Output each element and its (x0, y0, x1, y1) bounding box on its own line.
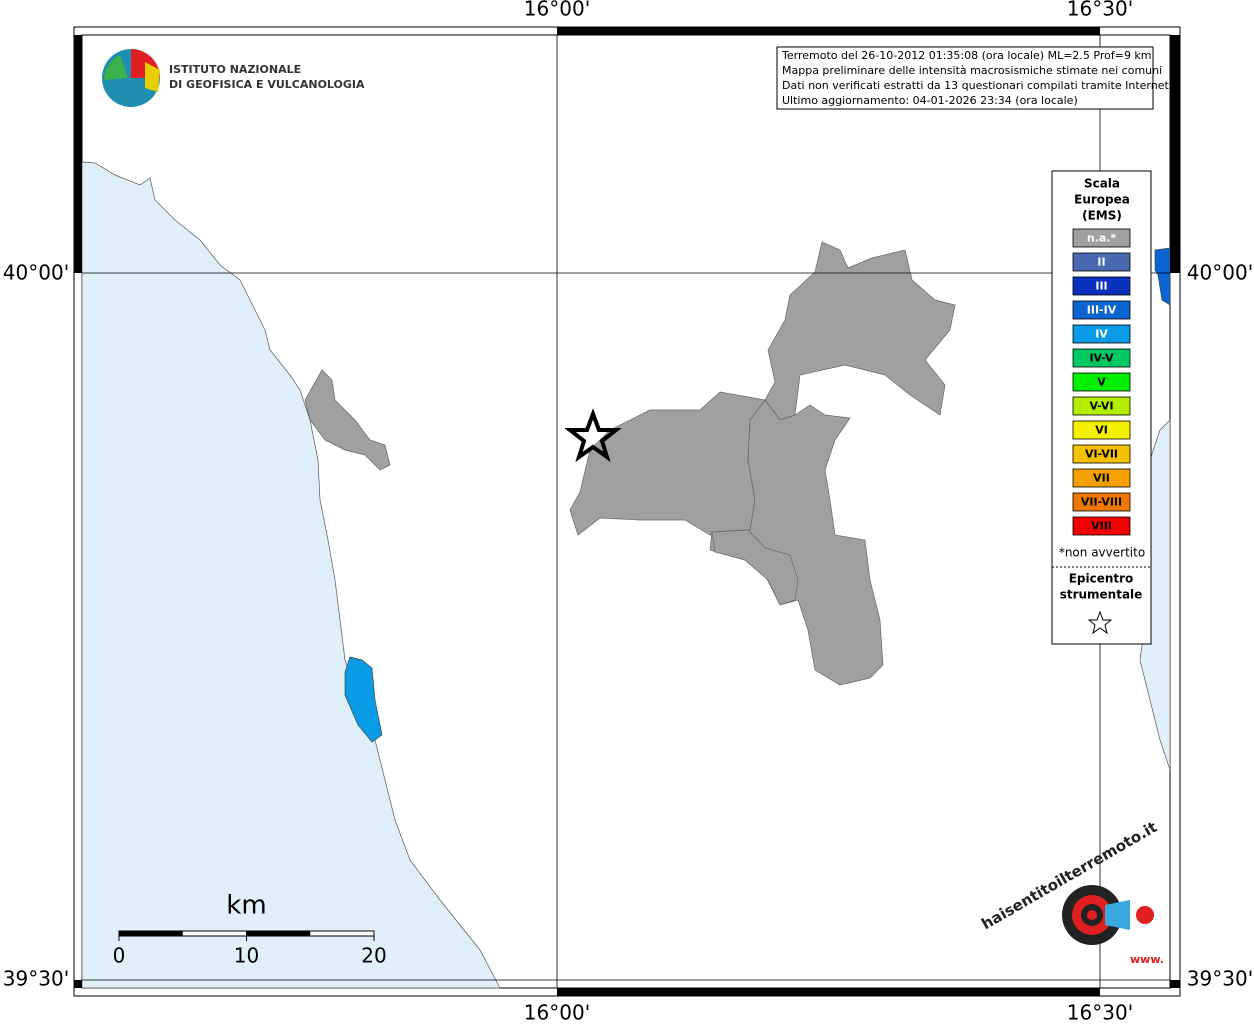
scale-label: 20 (361, 944, 386, 968)
municipality (764, 241, 956, 421)
legend-swatch (1072, 348, 1131, 368)
info-line: Ultimo aggiornamento: 04-01-2026 23:34 (… (782, 94, 1078, 107)
legend-swatch (1072, 468, 1131, 488)
legend-epicenter: Epicentro (1069, 572, 1134, 586)
legend-label: IV-V (1089, 352, 1114, 365)
info-lines: Terremoto del 26-10-2012 01:35:08 (ora l… (781, 49, 1172, 107)
scale-label: 10 (234, 944, 259, 968)
legend-swatch (1072, 324, 1131, 344)
scale-bar: 0 10 20 km (113, 891, 387, 968)
scale-segment (246, 931, 311, 936)
legend-swatch (1072, 276, 1131, 296)
lat-label: 40°00' (1187, 261, 1253, 285)
scale-segment (119, 931, 183, 936)
lon-label: 16°30' (1067, 1001, 1133, 1024)
site-www: www. (1130, 953, 1164, 966)
scale-unit: km (226, 891, 266, 921)
epicenter (564, 408, 622, 463)
legend-swatch (1072, 228, 1131, 248)
legend-swatch (1072, 252, 1131, 272)
legend-swatch (1072, 300, 1131, 320)
legend-swatch (1072, 492, 1131, 512)
info-line: Dati non verificati estratti da 13 quest… (782, 79, 1172, 92)
legend-label: n.a.* (1087, 232, 1117, 245)
sea (1139, 419, 1171, 771)
legend-label: III (1095, 280, 1107, 293)
logo-text: DI GEOFISICA E VULCANOLOGIA (169, 78, 365, 91)
municipality (709, 399, 884, 686)
lat-label: 39°30' (3, 967, 69, 991)
legend-label: IV (1095, 328, 1108, 341)
info-box (776, 46, 1154, 110)
legend-label: VIII (1091, 520, 1112, 533)
lon-label: 16°00' (524, 1001, 590, 1024)
municipality (344, 656, 383, 743)
legend-title: Europea (1074, 193, 1130, 207)
legend-epicenter: strumentale (1060, 588, 1143, 602)
ingv-logo: ISTITUTO NAZIONALE DI GEOFISICA E VULCAN… (102, 49, 365, 107)
legend-swatch (1072, 444, 1131, 464)
legend-label: VI (1095, 424, 1108, 437)
frame-bars (74, 27, 1180, 996)
legend-note: *non avvertito (1059, 546, 1145, 560)
legend-star (1087, 610, 1113, 635)
info-line: Mappa preliminare delle intensità macros… (782, 64, 1162, 77)
legend-label: VII-VIII (1081, 496, 1122, 509)
legend-label: VII (1093, 472, 1110, 485)
legend-label: V (1097, 376, 1106, 389)
lat-label: 40°00' (3, 261, 69, 285)
legend-swatch (1072, 372, 1131, 392)
municipality (304, 369, 391, 471)
legend-swatch (1072, 396, 1131, 416)
scale-label: 0 (113, 944, 126, 968)
legend-swatch (1072, 420, 1131, 440)
legend-label: V-VI (1089, 400, 1113, 413)
lon-label: 16°00' (524, 0, 590, 21)
logo-text: ISTITUTO NAZIONALE (169, 63, 301, 76)
legend-label: II (1097, 256, 1105, 269)
lon-label: 16°30' (1067, 0, 1133, 21)
legend-swatch (1072, 516, 1131, 536)
legend-title: (EMS) (1082, 209, 1122, 223)
municipality (711, 529, 799, 606)
legend-label: VI-VII (1085, 448, 1118, 461)
lat-label: 39°30' (1187, 967, 1253, 991)
sea (81, 161, 501, 989)
legend: ScalaEuropea(EMS)n.a.*IIIIIIII-IVIVIV-VV… (1059, 177, 1145, 602)
legend-label: III-IV (1087, 304, 1117, 317)
legend-title: Scala (1084, 177, 1120, 191)
info-line: Terremoto del 26-10-2012 01:35:08 (ora l… (781, 49, 1152, 62)
